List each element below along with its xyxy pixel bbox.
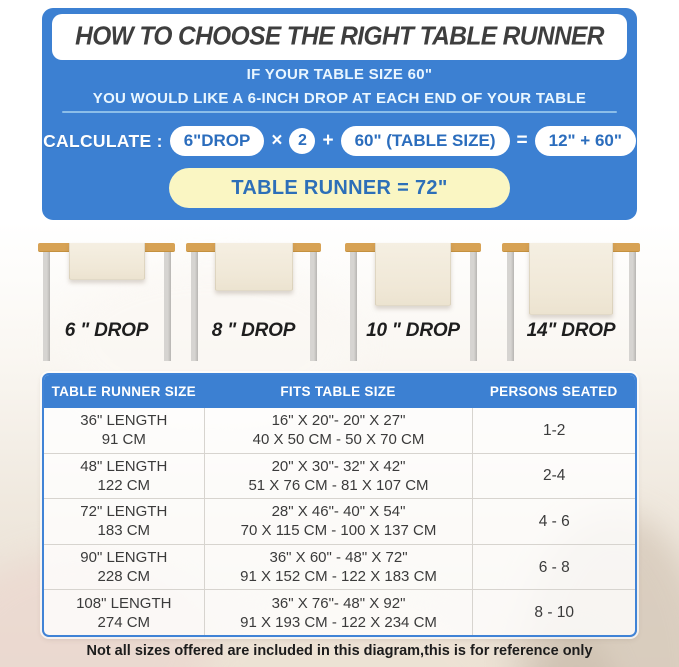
table-illustrations: 6 " DROP 8 " DROP 10 " DROP 14" DROP [0, 243, 679, 368]
cell-line: 1-2 [543, 421, 566, 439]
cell-line: 40 X 50 CM - 50 X 70 CM [252, 431, 425, 449]
table-leg-left [43, 252, 50, 361]
runner-size-cell: 90" LENGTH 228 CM [44, 545, 204, 590]
cell-line: 2-4 [543, 467, 566, 485]
runner-size-cell: 36" LENGTH 91 CM [44, 408, 204, 453]
column-header-runner-size: TABLE RUNNER SIZE [51, 384, 196, 399]
table-runner [68, 243, 145, 280]
table-row: 48" LENGTH 122 CM 20" X 30"- 32" X 42" 51 X… [44, 452, 635, 499]
runner-result-pill: TABLE RUNNER = 72" [169, 168, 510, 208]
fits-size-cell: 28" X 46"- 40" X 54" 70 X 115 CM - 100 X … [203, 499, 473, 544]
cell-line: 8 - 10 [534, 604, 575, 622]
runner-size-cell: 72" LENGTH 183 CM [44, 499, 204, 544]
persons-cell: 8 - 10 [472, 590, 635, 635]
calculate-label: CALCULATE : [43, 130, 163, 151]
table-size-pill: 60" (TABLE SIZE) [340, 126, 510, 156]
cell-line: 70 X 115 CM - 100 X 137 CM [240, 522, 437, 540]
table-figure: 6 " DROP [38, 243, 175, 365]
cell-line: 36" X 60" - 48" X 72" [269, 549, 408, 567]
table-figure: 10 " DROP [345, 243, 481, 365]
table-leg-left [507, 252, 514, 361]
subtitle-line-2: YOU WOULD LIKE A 6-INCH DROP AT EACH END… [92, 90, 587, 107]
cell-line: 91 CM [101, 431, 146, 449]
persons-cell: 4 - 6 [472, 499, 635, 544]
drop-label: 8 " DROP [211, 320, 296, 341]
cell-line: 20" X 30"- 32" X 42" [271, 457, 406, 475]
size-chart: TABLE RUNNER SIZE FITS TABLE SIZE PERSON… [42, 373, 637, 637]
fits-size-cell: 16" X 20"- 20" X 27" 40 X 50 CM - 50 X 70… [203, 408, 473, 453]
table-leg-right [164, 252, 171, 361]
cell-line: 16" X 20"- 20" X 27" [271, 412, 406, 430]
table-row: 108" LENGTH 274 CM 36" X 76"- 48" X 92" 91 … [44, 589, 635, 635]
table-runner [375, 243, 451, 306]
cell-line: 108" LENGTH [76, 594, 172, 612]
column-header-persons: PERSONS SEATED [489, 384, 618, 399]
table-figure: 8 " DROP [186, 243, 321, 365]
calculation-formula: CALCULATE : 6"DROP × 2 + 60" (TABLE SIZE… [42, 122, 637, 160]
drop-label: 10 " DROP [366, 320, 460, 341]
runner-size-cell: 48" LENGTH 122 CM [44, 454, 204, 499]
table-runner [214, 243, 293, 291]
persons-cell: 2-4 [472, 453, 635, 499]
footer-note: Not all sizes offered are included in th… [86, 643, 593, 659]
page-title: HOW TO CHOOSE THE RIGHT TABLE RUNNER [75, 22, 604, 51]
fits-size-cell: 20" X 30"- 32" X 42" 51 X 76 CM - 81 X 10… [203, 453, 473, 499]
persons-cell: 1-2 [472, 408, 635, 453]
size-chart-body: 36" LENGTH 91 CM 16" X 20"- 20" X 27" 40 X … [44, 408, 635, 635]
cell-line: 4 - 6 [538, 512, 570, 530]
fits-size-cell: 36" X 76"- 48" X 92" 91 X 193 CM - 122 X … [203, 590, 473, 635]
table-row: 72" LENGTH 183 CM 28" X 46"- 40" X 54" 70 X… [44, 498, 635, 544]
cell-line: 51 X 76 CM - 81 X 107 CM [248, 476, 429, 494]
divider [62, 111, 617, 113]
cell-line: 91 X 193 CM - 122 X 234 CM [240, 613, 437, 631]
persons-cell: 6 - 8 [472, 544, 635, 590]
cell-line: 91 X 152 CM - 122 X 183 CM [240, 568, 437, 586]
table-leg-left [350, 252, 357, 361]
cell-line: 36" X 76"- 48" X 92" [271, 594, 406, 612]
cell-line: 48" LENGTH [80, 457, 168, 475]
cell-line: 228 CM [97, 568, 151, 586]
cell-line: 122 CM [97, 476, 151, 494]
table-leg-left [191, 252, 198, 361]
multiplier-circle: 2 [289, 128, 316, 154]
header-panel: HOW TO CHOOSE THE RIGHT TABLE RUNNER IF … [42, 8, 637, 220]
table-leg-right [629, 252, 636, 361]
size-chart-header: TABLE RUNNER SIZE FITS TABLE SIZE PERSON… [44, 375, 635, 408]
cell-line: 72" LENGTH [80, 503, 168, 521]
cell-line: 28" X 46"- 40" X 54" [271, 503, 406, 521]
cell-line: 90" LENGTH [80, 549, 168, 567]
cell-line: 6 - 8 [538, 558, 570, 576]
cell-line: 183 CM [97, 522, 151, 540]
table-figure: 14" DROP [502, 243, 640, 365]
fits-size-cell: 36" X 60" - 48" X 72" 91 X 152 CM - 122 X… [203, 544, 473, 590]
table-row: 36" LENGTH 91 CM 16" X 20"- 20" X 27" 40 X … [44, 408, 635, 453]
title-box: HOW TO CHOOSE THE RIGHT TABLE RUNNER [52, 14, 627, 60]
table-leg-right [310, 252, 317, 361]
table-leg-right [470, 252, 477, 361]
drop-label: 6 " DROP [64, 320, 149, 341]
cell-line: 274 CM [97, 613, 151, 631]
sum-pill: 12" + 60" [534, 126, 636, 156]
table-row: 90" LENGTH 228 CM 36" X 60" - 48" X 72" 91 … [44, 543, 635, 590]
drop-label: 14" DROP [526, 320, 616, 341]
runner-size-cell: 108" LENGTH 274 CM [44, 590, 204, 635]
equals-sign: = [516, 130, 528, 151]
subtitle-line-1: IF YOUR TABLE SIZE 60" [246, 66, 433, 83]
plus-sign: + [322, 130, 334, 151]
column-header-fits-size: FITS TABLE SIZE [280, 384, 396, 399]
multiply-sign: × [271, 130, 283, 151]
cell-line: 36" LENGTH [80, 412, 168, 430]
table-runner [529, 243, 613, 315]
drop-value-pill: 6"DROP [169, 126, 265, 156]
